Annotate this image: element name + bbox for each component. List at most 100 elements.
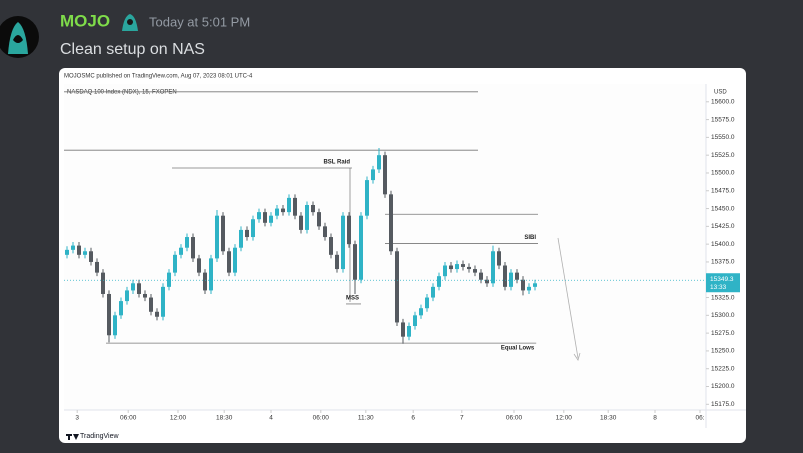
arrow-head: [573, 352, 581, 361]
candle-body: [527, 286, 531, 291]
y-tick-label: 15450.0: [711, 205, 735, 212]
candle-body: [485, 279, 489, 284]
author-name[interactable]: MOJO: [60, 11, 110, 30]
candle-body: [467, 266, 471, 270]
candle-body: [131, 283, 135, 291]
avatar[interactable]: [0, 16, 39, 58]
candle-body: [461, 264, 465, 267]
icon-face: [127, 19, 133, 25]
x-tick-label: 6: [411, 415, 415, 422]
y-tick-label: 15400.0: [711, 241, 735, 248]
x-tick-label: 12:00: [556, 415, 573, 422]
x-tick-label: 8: [653, 415, 657, 422]
candle-body: [317, 212, 321, 227]
candle-body: [191, 237, 195, 259]
candle-body: [413, 315, 417, 327]
candle-body: [395, 251, 399, 323]
y-tick-label: 15600.0: [711, 99, 735, 106]
y-tick-label: 15525.0: [711, 152, 735, 159]
candle-body: [443, 265, 447, 277]
candle-body: [245, 229, 249, 238]
y-tick-label: 15375.0: [711, 259, 735, 266]
x-tick-label: 06:00: [506, 415, 523, 422]
candle-body: [329, 237, 333, 255]
candle-body: [257, 212, 261, 220]
candle-body: [65, 249, 69, 255]
candle-body: [161, 286, 165, 317]
candle-body: [425, 297, 429, 309]
projection-arrow: [557, 237, 579, 359]
x-tick-label: 06:: [695, 415, 704, 422]
candle-body: [203, 272, 207, 291]
level-label: Equal Lows: [501, 346, 535, 352]
candle-body: [83, 251, 87, 255]
avatar-face: [13, 35, 23, 43]
countdown-label: 13:33: [710, 284, 727, 291]
plot-area: [64, 84, 706, 410]
message-text: Clean setup on NAS: [60, 41, 205, 58]
candle-body: [389, 194, 393, 252]
candle-body: [473, 269, 477, 273]
candle-body: [233, 247, 237, 273]
candle-body: [449, 265, 453, 270]
candle-body: [197, 258, 201, 273]
candle-body: [515, 272, 519, 280]
candle-body: [281, 208, 285, 213]
x-tick-label: 18:30: [600, 415, 617, 422]
candle-body: [287, 197, 291, 213]
candle-body: [113, 315, 117, 336]
y-tick-label: 15250.0: [711, 348, 735, 355]
candle-body: [491, 251, 495, 284]
currency-label: USD: [714, 90, 727, 96]
timestamp: Today at 5:01 PM: [149, 14, 250, 29]
candle-body: [125, 290, 129, 302]
level-label: MSS: [346, 296, 359, 302]
author-icon: [122, 14, 138, 31]
candle-body: [119, 301, 123, 316]
candle-body: [269, 215, 273, 223]
y-tick-label: 15300.0: [711, 312, 735, 319]
candle-body: [179, 247, 183, 255]
x-tick-label: 7: [460, 415, 464, 422]
level-label: SIBI: [524, 235, 536, 241]
candle-body: [239, 229, 243, 248]
candle-body: [431, 286, 435, 298]
candle-body: [89, 251, 93, 262]
x-tick-label: 06:00: [120, 415, 137, 422]
candle-body: [377, 155, 381, 170]
candle-body: [107, 293, 111, 336]
branding: TradingView: [80, 433, 119, 440]
x-tick-label: 12:00: [170, 415, 187, 422]
candle-body: [209, 258, 213, 291]
candle-body: [143, 293, 147, 298]
candle-body: [311, 205, 315, 213]
candle-body: [335, 254, 339, 270]
candle-body: [341, 215, 345, 270]
symbol-label: NASDAQ 100 Index (NDX), 15, FXOPEN: [67, 90, 177, 96]
current-price-label: 15349.3: [710, 276, 734, 283]
candle-body: [407, 326, 411, 337]
candle-body: [533, 283, 537, 287]
x-tick-label: 11:30: [358, 415, 374, 422]
candle-body: [77, 245, 81, 255]
candle-body: [215, 215, 219, 259]
level-label: BSL Raid: [323, 160, 350, 166]
candle-body: [371, 169, 375, 181]
candle-body: [521, 279, 525, 291]
y-tick-label: 15500.0: [711, 170, 735, 177]
candle-body: [419, 308, 423, 316]
candle-body: [149, 297, 153, 312]
candle-body: [401, 322, 405, 337]
y-tick-label: 15200.0: [711, 383, 735, 390]
y-tick-label: 15550.0: [711, 134, 735, 141]
candle-body: [353, 244, 357, 280]
candle-body: [221, 215, 225, 252]
y-tick-label: 15275.0: [711, 330, 735, 337]
y-tick-label: 15475.0: [711, 187, 735, 194]
candle-body: [359, 215, 363, 280]
candle-body: [455, 264, 459, 270]
candle-body: [299, 215, 303, 230]
tv-logo: [66, 434, 79, 440]
candle-body: [509, 272, 513, 287]
